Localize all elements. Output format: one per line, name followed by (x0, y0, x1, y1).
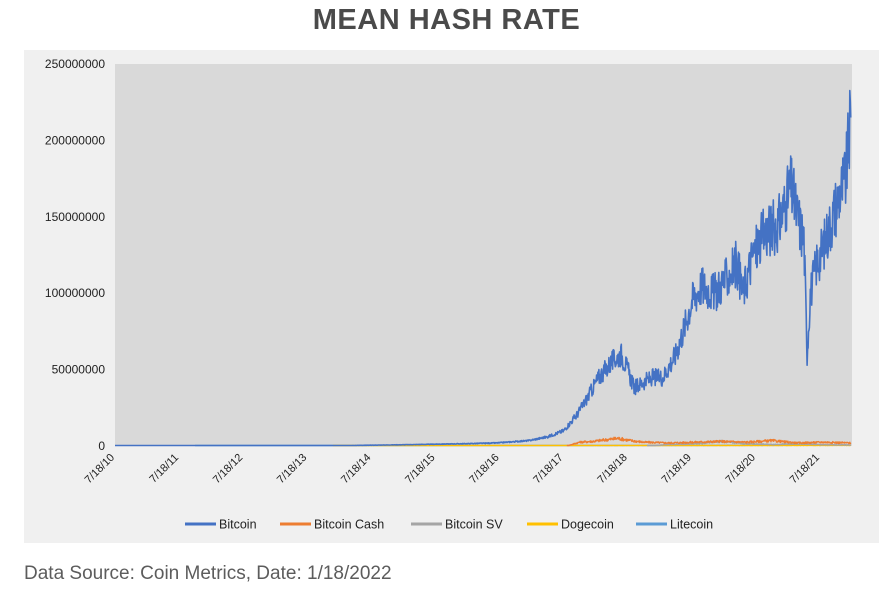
series-lines (114, 89, 852, 447)
x-tick-label: 7/18/12 (211, 452, 245, 486)
legend-label: Bitcoin Cash (314, 518, 384, 532)
legend-label: Litecoin (670, 518, 713, 532)
x-tick-label: 7/18/18 (595, 452, 629, 486)
series-line-bitcoin (114, 89, 852, 447)
y-tick-label: 150000000 (45, 210, 105, 224)
x-tick-label: 7/18/13 (275, 452, 309, 486)
y-tick-label: 0 (98, 439, 105, 453)
x-tick-label: 7/18/19 (659, 452, 693, 486)
y-tick-label: 250000000 (45, 57, 105, 71)
x-tick-label: 7/18/11 (147, 452, 181, 486)
x-tick-label: 7/18/20 (724, 452, 758, 486)
y-tick-label: 50000000 (52, 363, 106, 377)
plot-area (115, 64, 852, 446)
x-tick-label: 7/18/17 (531, 452, 565, 486)
chart-title: MEAN HASH RATE (312, 4, 581, 36)
x-tick-label: 7/18/10 (83, 452, 117, 486)
legend-label: Dogecoin (561, 518, 614, 532)
legend: Bitcoin Bitcoin Cash Bitcoin SV Dogecoin Lit… (185, 518, 713, 532)
x-tick-label: 7/18/16 (467, 452, 501, 486)
y-axis: 0 50000000 100000000 150000000 200000000 2500… (45, 57, 105, 453)
chart-panel: 0 50000000 100000000 150000000 200000000 2500… (24, 50, 879, 543)
x-axis: 7/18/10 7/18/11 7/18/12 7/18/13 7/18/14 7/18/… (83, 452, 822, 486)
data-source-note: Data Source: Coin Metrics, Date: 1/18/20… (24, 563, 392, 584)
legend-label: Bitcoin SV (445, 518, 503, 532)
hash-rate-chart: 0 50000000 100000000 150000000 200000000 2500… (45, 57, 852, 532)
series-line-bitcoin-sv (646, 439, 851, 447)
x-tick-label: 7/18/15 (403, 452, 437, 486)
legend-label: Bitcoin (219, 518, 257, 532)
x-tick-label: 7/18/14 (339, 452, 373, 486)
series-line-bitcoin-cash (566, 436, 852, 447)
y-tick-label: 200000000 (45, 133, 105, 147)
x-tick-label: 7/18/21 (788, 452, 822, 486)
y-tick-label: 100000000 (45, 286, 105, 300)
